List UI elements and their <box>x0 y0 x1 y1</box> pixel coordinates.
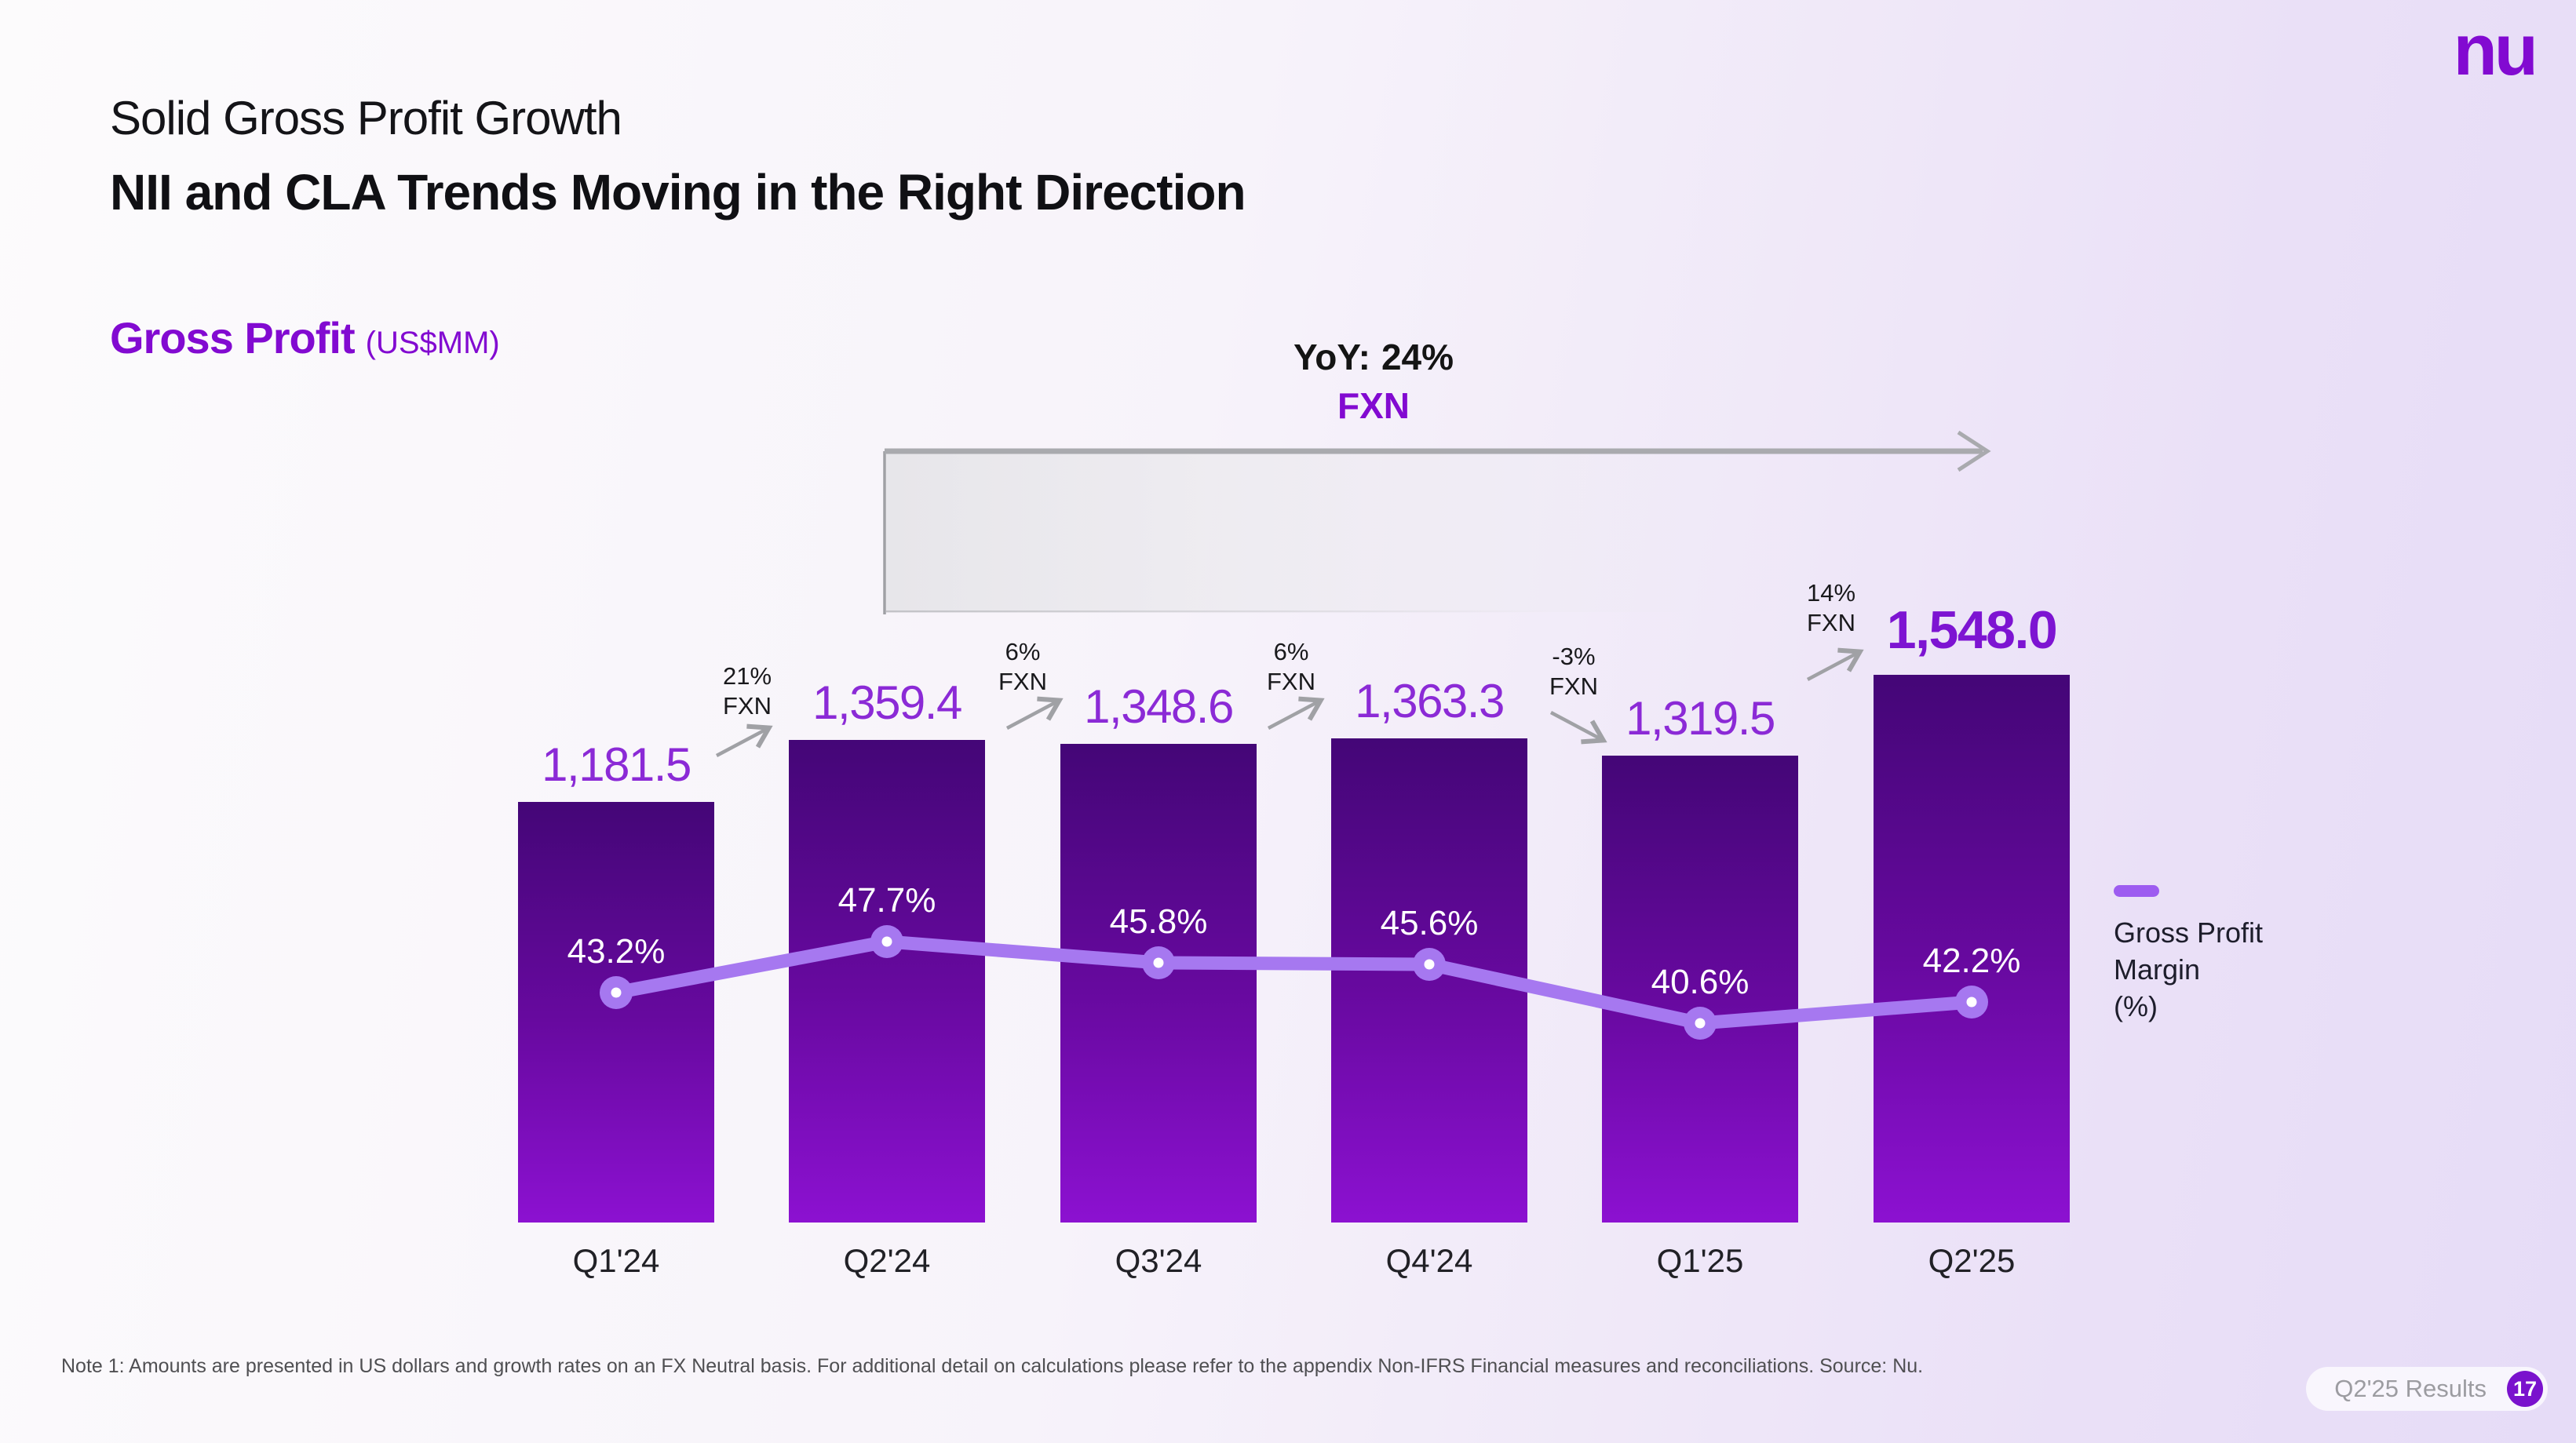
bar-q2-24 <box>789 740 985 1223</box>
yoy-fxn-label: FXN <box>1337 385 1410 426</box>
results-badge-label: Q2'25 Results <box>2334 1375 2487 1402</box>
trend-panel <box>886 454 1789 612</box>
bar-value-label: 1,319.5 <box>1626 692 1775 745</box>
bar-q1-25 <box>1602 756 1798 1223</box>
margin-label: 45.8% <box>1109 902 1208 941</box>
legend-line: Gross Profit <box>2114 916 2264 949</box>
page-number-badge: 17 <box>2507 1371 2543 1407</box>
margin-line-chart <box>600 925 1988 1040</box>
growth-arrow-down-icon <box>1549 711 1607 745</box>
bar-q2-25 <box>1874 675 2070 1223</box>
margin-label: 47.7% <box>837 881 936 920</box>
growth-annotation: 6% FXN <box>998 637 1047 697</box>
chart-heading-label: Gross Profit <box>110 313 356 363</box>
margin-label: 42.2% <box>1922 942 2021 980</box>
growth-arrow-up-icon <box>715 723 773 757</box>
growth-annotation: 14% FXN <box>1807 578 1855 638</box>
results-badge: Q2'25 Results 17 <box>2306 1367 2548 1411</box>
legend-line: (%) <box>2114 990 2158 1022</box>
margin-data-points <box>600 925 1988 1040</box>
bar-q1-24 <box>518 802 714 1223</box>
growth-unit: FXN <box>1549 672 1598 700</box>
growth-pct: 21% <box>722 662 772 690</box>
growth-annotation: -3% FXN <box>1549 642 1598 701</box>
growth-annotation: 6% FXN <box>1267 637 1315 697</box>
margin-label: 43.2% <box>567 932 666 971</box>
bar-value-label: 1,181.5 <box>542 738 691 791</box>
growth-arrow-up-icon <box>1806 647 1864 681</box>
legend-line: Margin <box>2114 953 2201 986</box>
bar-value-label: 1,348.6 <box>1084 680 1234 733</box>
growth-pct: -3% <box>1552 643 1596 670</box>
chart-heading-unit: (US$MM) <box>365 326 500 360</box>
growth-unit: FXN <box>998 668 1047 695</box>
page-subtitle: NII and CLA Trends Moving in the Right D… <box>110 164 1246 220</box>
footnote: Note 1: Amounts are presented in US doll… <box>61 1355 1924 1377</box>
arrow-head-icon <box>1957 430 1991 472</box>
x-axis-label: Q2'25 <box>1928 1242 2016 1279</box>
bar-value-label: 1,363.3 <box>1355 675 1505 727</box>
growth-pct: 14% <box>1806 579 1856 607</box>
growth-pct: 6% <box>1005 638 1041 665</box>
bar-value-label-highlight: 1,548.0 <box>1886 600 2058 660</box>
legend-swatch <box>2114 885 2159 897</box>
growth-unit: FXN <box>1267 668 1315 695</box>
x-axis-label: Q4'24 <box>1385 1242 1473 1279</box>
x-axis-label: Q1'25 <box>1656 1242 1744 1279</box>
x-axis-label: Q2'24 <box>843 1242 931 1279</box>
yoy-annotation: YoY: 24% FXN <box>1293 336 1454 427</box>
x-axis-label: Q3'24 <box>1115 1242 1202 1279</box>
yoy-value: 24% <box>1381 337 1454 377</box>
margin-label: 40.6% <box>1651 963 1750 1001</box>
growth-pct: 6% <box>1273 638 1309 665</box>
bar-value-label: 1,359.4 <box>812 676 962 729</box>
nu-logo: nu <box>2453 10 2538 90</box>
chart-heading: Gross Profit (US$MM) <box>110 312 500 363</box>
yoy-arrow <box>883 430 1991 614</box>
growth-unit: FXN <box>722 692 772 720</box>
growth-arrow-up-icon <box>1005 696 1064 730</box>
bar-q3-24 <box>1060 744 1257 1223</box>
yoy-label: YoY: <box>1293 337 1370 377</box>
page-title: Solid Gross Profit Growth <box>110 92 622 144</box>
legend: Gross Profit Margin (%) <box>2114 885 2263 1025</box>
margin-label: 45.6% <box>1380 904 1479 942</box>
growth-arrow-up-icon <box>1267 696 1325 730</box>
growth-annotation: 21% FXN <box>723 661 772 721</box>
growth-unit: FXN <box>1806 609 1855 636</box>
x-axis-label: Q1'24 <box>572 1242 660 1279</box>
